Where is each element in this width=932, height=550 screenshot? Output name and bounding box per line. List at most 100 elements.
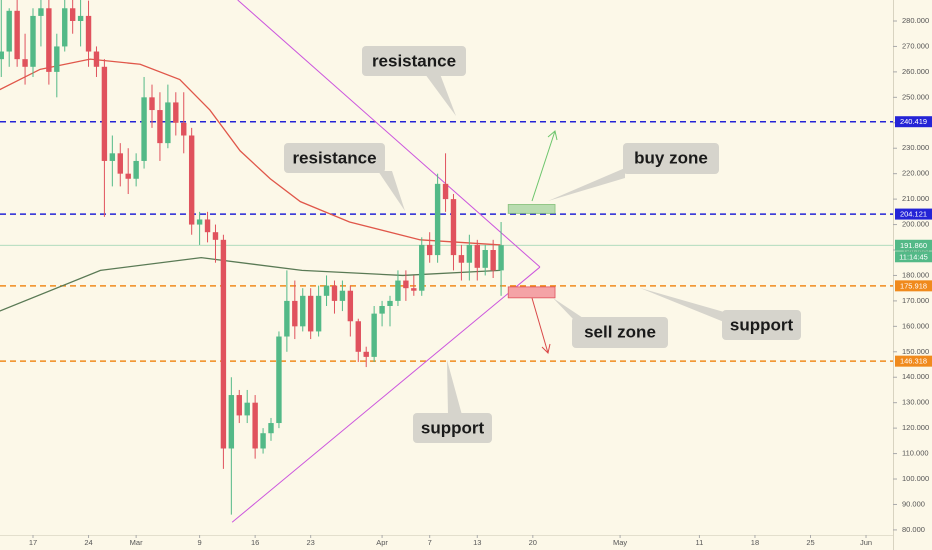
x-tick-label: 13 bbox=[473, 538, 481, 547]
candle-body bbox=[77, 15, 84, 21]
level-tag-label: 204.121 bbox=[900, 210, 927, 219]
candle-body bbox=[22, 59, 28, 67]
candle-body bbox=[165, 102, 171, 144]
candle-body bbox=[252, 402, 258, 449]
y-tick-label: 230.000 bbox=[902, 143, 929, 152]
callout: resistance bbox=[284, 143, 405, 211]
annotation: resistance bbox=[292, 148, 376, 167]
candle-body bbox=[395, 280, 401, 301]
x-tick-label: 25 bbox=[806, 538, 814, 547]
candle-body bbox=[419, 244, 425, 291]
candle-body bbox=[125, 173, 131, 179]
annotation: support bbox=[421, 418, 485, 437]
level-tag bbox=[895, 208, 932, 220]
plot-area bbox=[0, 0, 893, 523]
candle-body bbox=[181, 122, 187, 136]
x-tick-label: Apr bbox=[376, 538, 388, 547]
callout: sell zone bbox=[553, 298, 668, 348]
y-tick-label: 220.000 bbox=[902, 169, 929, 178]
level-tag bbox=[895, 280, 932, 292]
candle-body bbox=[315, 295, 322, 332]
y-tick-label: 120.000 bbox=[902, 423, 929, 432]
moving-average bbox=[0, 58, 501, 246]
candle-body bbox=[46, 8, 52, 72]
level-tag-label: 175.918 bbox=[900, 281, 927, 290]
zone bbox=[507, 286, 556, 299]
candle-body bbox=[157, 110, 163, 144]
candle-body bbox=[173, 102, 179, 123]
y-tick-label: 180.000 bbox=[902, 270, 929, 279]
trendline bbox=[231, 266, 541, 523]
annotation: support bbox=[730, 315, 794, 334]
callout: buy zone bbox=[548, 143, 719, 201]
x-tick-label: May bbox=[613, 538, 627, 547]
zone bbox=[507, 204, 556, 214]
level-tag bbox=[895, 116, 932, 128]
y-tick-label: 210.000 bbox=[902, 194, 929, 203]
candle-body bbox=[450, 199, 457, 256]
candle-body bbox=[284, 300, 290, 337]
moving-average bbox=[0, 256, 501, 312]
annotation: buy zone bbox=[634, 148, 708, 167]
candle-body bbox=[109, 153, 116, 161]
candle-body bbox=[339, 290, 346, 301]
price-axis: 80.000 90.000 100.000 110.000 120.000 130.000… bbox=[29, 16, 932, 547]
candle-body bbox=[212, 232, 219, 240]
candle-body bbox=[141, 97, 147, 161]
x-tick-label: 9 bbox=[198, 538, 202, 547]
countdown: 11:14:45 bbox=[899, 252, 928, 261]
candle-body bbox=[276, 336, 282, 424]
level-tag-label: 191.860 bbox=[900, 241, 927, 250]
y-tick-label: 280.000 bbox=[902, 16, 929, 25]
y-tick-label: 160.000 bbox=[902, 321, 929, 330]
y-tick-label: 110.000 bbox=[902, 449, 929, 458]
candle-body bbox=[490, 250, 496, 271]
candle-body bbox=[442, 183, 449, 200]
candle-body bbox=[387, 300, 393, 306]
candle-body bbox=[196, 219, 203, 225]
y-tick-label: 150.000 bbox=[902, 347, 929, 356]
trendline bbox=[237, 0, 541, 268]
candle-body bbox=[38, 8, 44, 16]
callout: resistance bbox=[362, 46, 466, 116]
y-tick-label: 90.000 bbox=[902, 499, 925, 508]
candle-body bbox=[69, 8, 76, 21]
callout: support bbox=[413, 360, 492, 443]
candle-body bbox=[307, 295, 314, 332]
y-tick-label: 80.000 bbox=[902, 525, 925, 534]
candle-body bbox=[30, 15, 36, 67]
x-tick-label: 20 bbox=[529, 538, 537, 547]
candle-body bbox=[101, 66, 108, 161]
candle-body bbox=[236, 395, 242, 416]
candle-body bbox=[466, 244, 473, 263]
sell-arrow bbox=[531, 297, 551, 354]
x-tick-label: 18 bbox=[751, 538, 759, 547]
candle-body bbox=[458, 255, 465, 263]
candle-body bbox=[260, 433, 266, 449]
candle-body bbox=[403, 280, 409, 289]
candle-body bbox=[188, 135, 195, 225]
x-tick-label: Jun bbox=[860, 538, 872, 547]
candle-body bbox=[54, 46, 60, 72]
y-tick-label: 270.000 bbox=[902, 41, 929, 50]
x-tick-label: 7 bbox=[428, 538, 432, 547]
annotation: resistance bbox=[372, 51, 456, 70]
x-tick-label: 16 bbox=[251, 538, 259, 547]
candle-body bbox=[117, 153, 123, 174]
level-tag bbox=[895, 239, 932, 251]
candle-body bbox=[149, 97, 155, 111]
candle-body bbox=[220, 239, 227, 449]
candle-body bbox=[323, 285, 330, 296]
level-tag-label: 146.318 bbox=[900, 357, 927, 366]
y-tick-label: 170.000 bbox=[902, 296, 929, 305]
countdown-tag bbox=[895, 251, 932, 263]
candle-body bbox=[434, 183, 441, 256]
candle-body bbox=[85, 15, 92, 52]
candle-body bbox=[6, 10, 12, 52]
candle-body bbox=[331, 285, 338, 301]
annotation: sell zone bbox=[584, 322, 656, 341]
candle-body bbox=[300, 295, 306, 327]
x-tick-label: 23 bbox=[307, 538, 315, 547]
